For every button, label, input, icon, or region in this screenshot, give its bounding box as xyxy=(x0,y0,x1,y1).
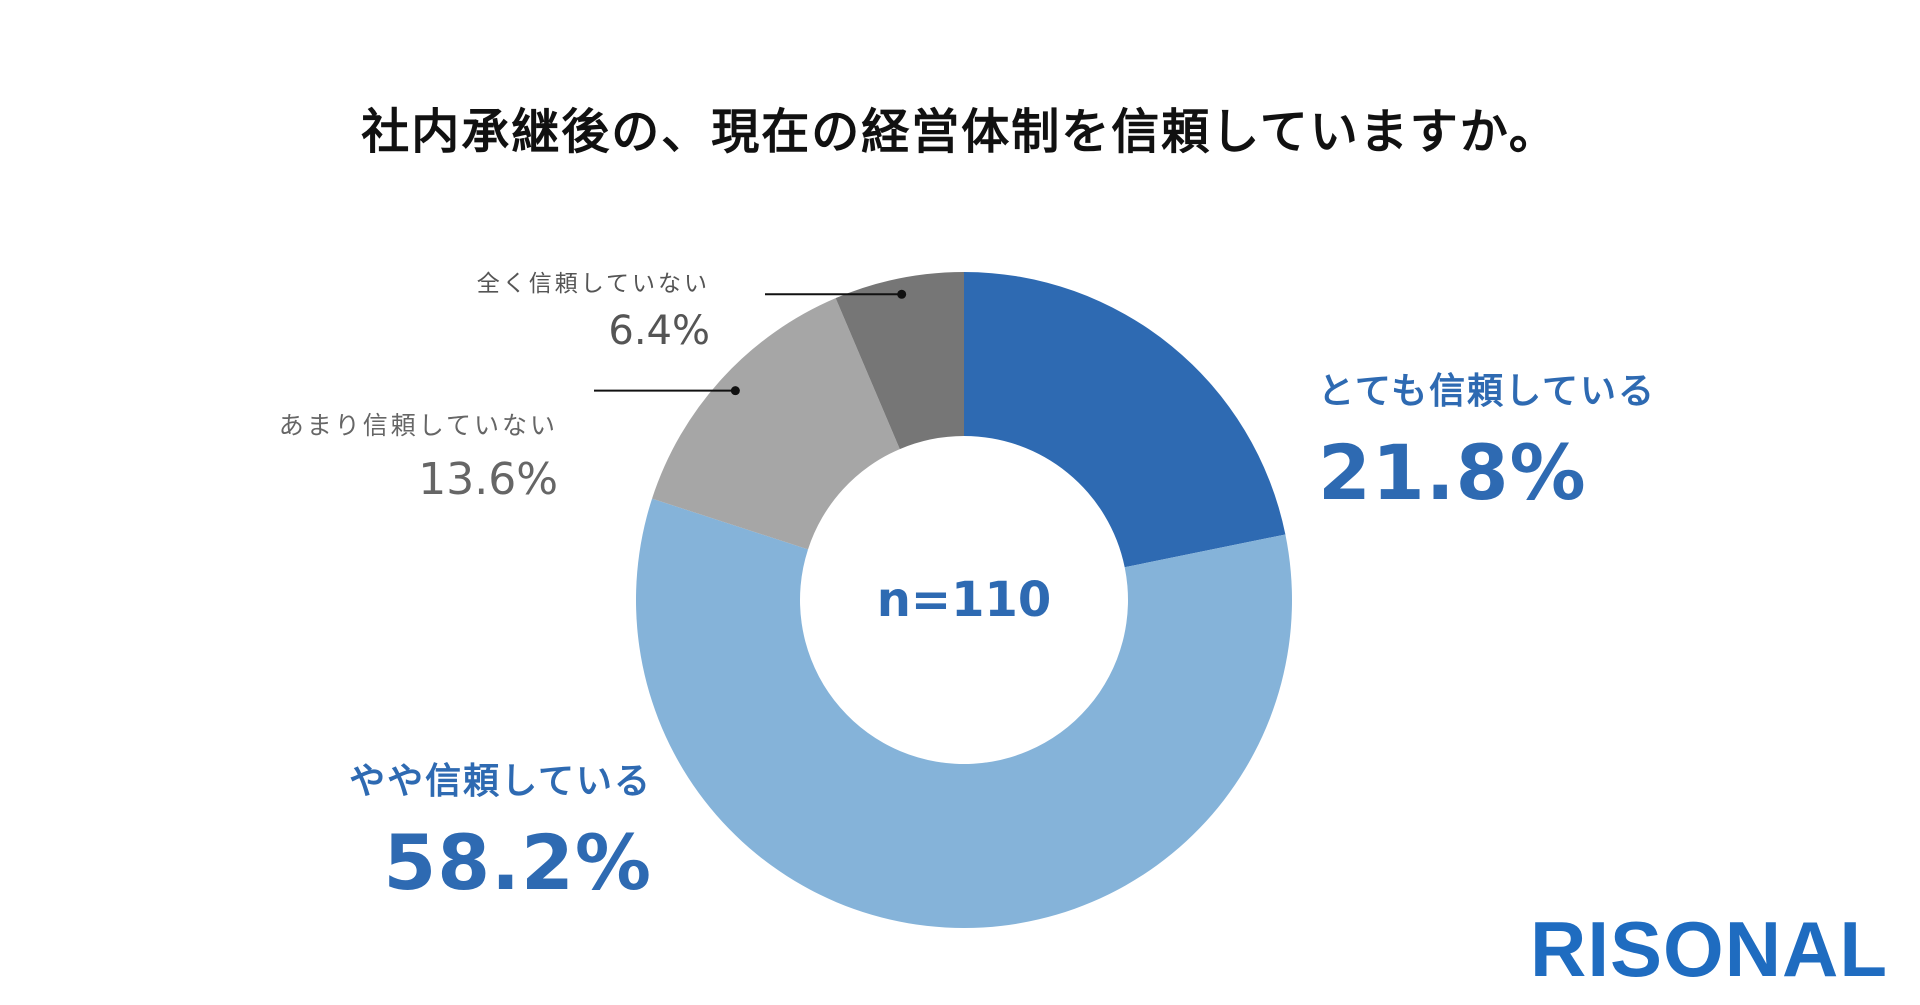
slice-value-totemo: 21.8% xyxy=(1318,428,1587,517)
slice-label-mattaku: 全く信頼していない 6.4% xyxy=(477,264,710,354)
chart-title: 社内承継後の、現在の経営体制を信頼していますか。 xyxy=(361,104,1559,160)
brand-logo: RISONAL xyxy=(1530,905,1888,993)
slice-value-amari: 13.6% xyxy=(418,454,558,505)
slice-name-mattaku: 全く信頼していない xyxy=(476,271,710,297)
slice-label-totemo: とても信頼している 21.8% xyxy=(1318,362,1656,517)
slice-totemo xyxy=(964,272,1286,568)
slice-name-amari: あまり信頼していない xyxy=(278,411,558,440)
slice-label-amari: あまり信頼していない 13.6% xyxy=(279,406,558,505)
slice-mattaku xyxy=(835,272,964,450)
leader-line-mattaku-dot xyxy=(897,289,907,299)
slice-yaya xyxy=(635,498,1292,929)
slice-label-yaya: やや信頼している 58.2% xyxy=(349,752,652,907)
slice-value-mattaku: 6.4% xyxy=(608,308,710,354)
slice-name-yaya: やや信頼している xyxy=(349,761,652,802)
leader-line-amari-dot xyxy=(730,386,740,396)
slice-value-yaya: 58.2% xyxy=(383,818,652,907)
slice-amari xyxy=(652,298,900,550)
sample-size-label: n=110 xyxy=(876,572,1052,628)
slice-name-totemo: とても信頼している xyxy=(1318,371,1657,412)
